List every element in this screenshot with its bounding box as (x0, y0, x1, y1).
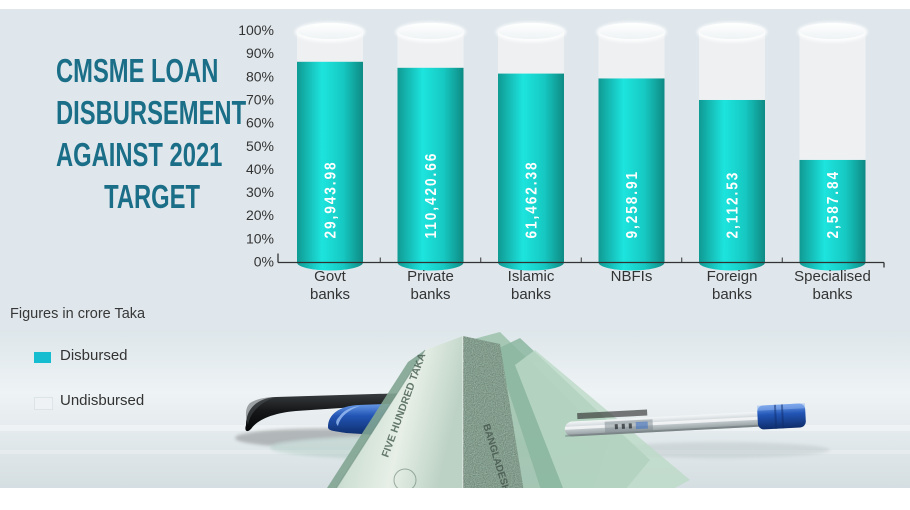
svg-text:9,258.91: 9,258.91 (624, 170, 641, 239)
svg-text:0%: 0% (254, 254, 274, 270)
svg-text:50%: 50% (246, 138, 274, 154)
svg-text:40%: 40% (246, 161, 274, 177)
svg-text:20%: 20% (246, 207, 274, 223)
svg-text:NBFIs: NBFIs (611, 268, 653, 285)
svg-text:Specialised: Specialised (794, 268, 871, 285)
svg-text:Foreign: Foreign (707, 268, 758, 285)
svg-text:110,420.66: 110,420.66 (423, 152, 440, 239)
svg-text:61,462.38: 61,462.38 (524, 160, 541, 238)
svg-text:60%: 60% (246, 115, 274, 131)
svg-text:90%: 90% (246, 45, 274, 61)
svg-text:70%: 70% (246, 91, 274, 107)
svg-text:Islamic: Islamic (508, 268, 555, 285)
svg-text:100%: 100% (238, 22, 274, 38)
svg-text:banks: banks (511, 286, 551, 300)
svg-text:banks: banks (712, 286, 752, 300)
svg-text:banks: banks (410, 286, 450, 300)
svg-text:banks: banks (310, 286, 350, 300)
svg-text:2,587.84: 2,587.84 (825, 170, 842, 239)
svg-text:2,112.53: 2,112.53 (725, 171, 742, 239)
svg-text:80%: 80% (246, 68, 274, 84)
svg-text:Govt: Govt (314, 268, 347, 285)
svg-text:10%: 10% (246, 230, 274, 246)
svg-text:banks: banks (812, 286, 852, 300)
svg-text:29,943.98: 29,943.98 (323, 160, 340, 238)
svg-text:Private: Private (407, 268, 454, 285)
svg-text:30%: 30% (246, 184, 274, 200)
